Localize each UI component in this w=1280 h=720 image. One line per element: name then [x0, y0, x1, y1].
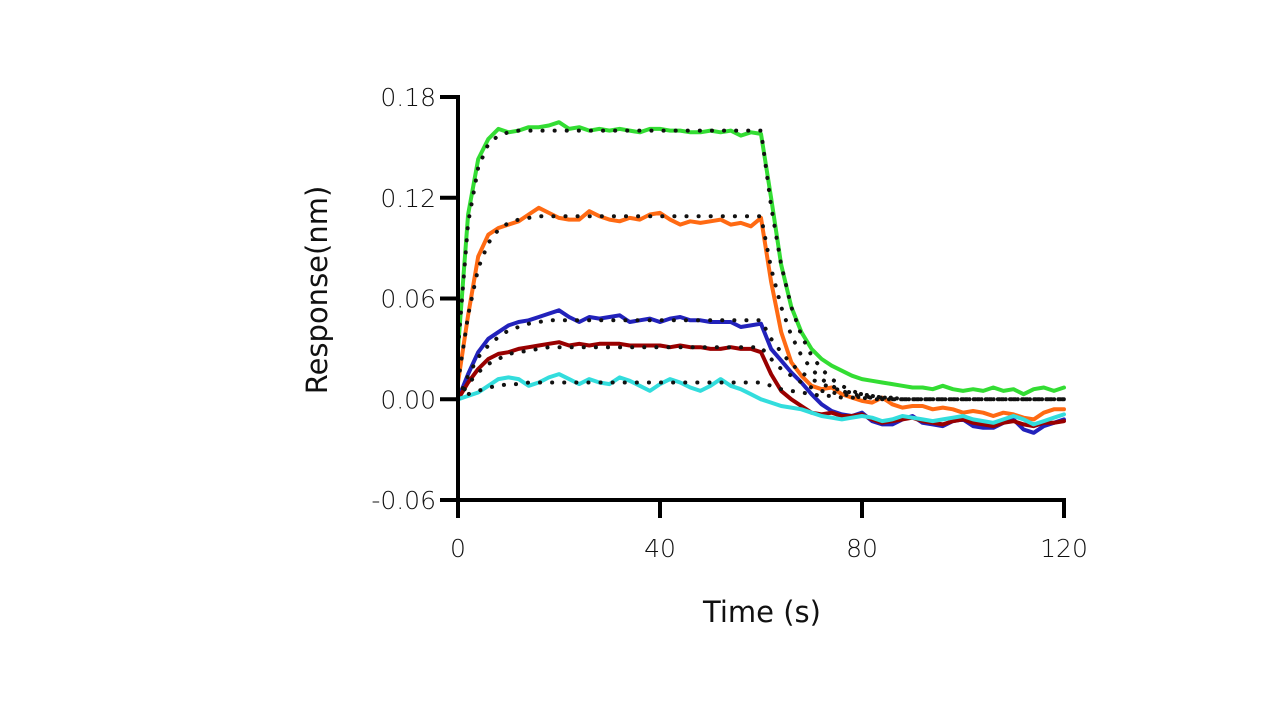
x-ticks: 0 40 80 120 [450, 500, 1088, 563]
y-tick-label: 0.00 [380, 385, 436, 414]
y-tick-label: 0.18 [380, 83, 436, 112]
y-tick-label: -0.06 [371, 486, 436, 515]
series-line-fit-orange [456, 214, 1066, 402]
series-line-cyan [456, 372, 1066, 427]
x-tick-label: 80 [846, 534, 878, 563]
series-line-fit-green [456, 128, 1066, 402]
series-line-fit-dark-red [456, 345, 1066, 402]
series-line-blue [456, 308, 1066, 435]
y-tick-label: 0.06 [380, 285, 436, 314]
series-layer [456, 120, 1066, 435]
y-ticks: -0.06 0.00 0.06 0.12 0.18 [371, 83, 458, 515]
x-tick-label: 120 [1040, 534, 1088, 563]
series-line-fit-cyan [456, 380, 1066, 402]
x-tick-label: 40 [644, 534, 676, 563]
x-tick-label: 0 [450, 534, 466, 563]
series-line-dark-red [456, 340, 1066, 429]
axes-layer: -0.06 0.00 0.06 0.12 0.18 0 40 80 120 [371, 83, 1088, 563]
series-line-green [456, 120, 1066, 397]
series-line-orange [456, 205, 1066, 422]
x-axis-title: Time (s) [702, 595, 821, 629]
y-tick-label: 0.12 [380, 184, 436, 213]
y-axis-title: Response(nm) [300, 186, 334, 395]
